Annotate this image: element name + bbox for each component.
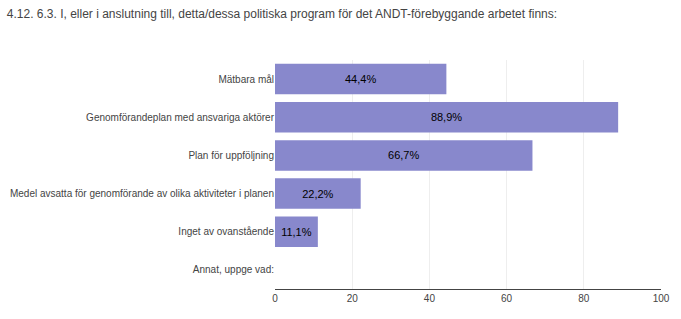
svg-text:40: 40 — [424, 293, 436, 304]
svg-text:20: 20 — [347, 293, 359, 304]
svg-text:60: 60 — [501, 293, 513, 304]
svg-text:11,1%: 11,1% — [281, 226, 312, 238]
svg-text:4.12. 6.3. I, eller i anslutni: 4.12. 6.3. I, eller i anslutning till, d… — [7, 7, 557, 21]
svg-text:Annat, uppge vad:: Annat, uppge vad: — [193, 264, 274, 275]
svg-text:Medel avsatta för genomförande: Medel avsatta för genomförande av olika … — [10, 188, 274, 199]
svg-text:22,2%: 22,2% — [302, 188, 333, 200]
svg-text:66,7%: 66,7% — [388, 149, 419, 161]
svg-text:Inget av ovanstående: Inget av ovanstående — [178, 226, 274, 237]
svg-text:100: 100 — [653, 293, 670, 304]
svg-text:80: 80 — [578, 293, 590, 304]
svg-text:88,9%: 88,9% — [431, 111, 462, 123]
svg-text:Genomförandeplan med ansvariga: Genomförandeplan med ansvariga aktörer — [86, 112, 275, 123]
svg-text:0: 0 — [272, 293, 278, 304]
svg-text:44,4%: 44,4% — [345, 73, 376, 85]
svg-text:Plan för uppföljning: Plan för uppföljning — [188, 150, 274, 161]
svg-text:Mätbara mål: Mätbara mål — [218, 74, 274, 85]
